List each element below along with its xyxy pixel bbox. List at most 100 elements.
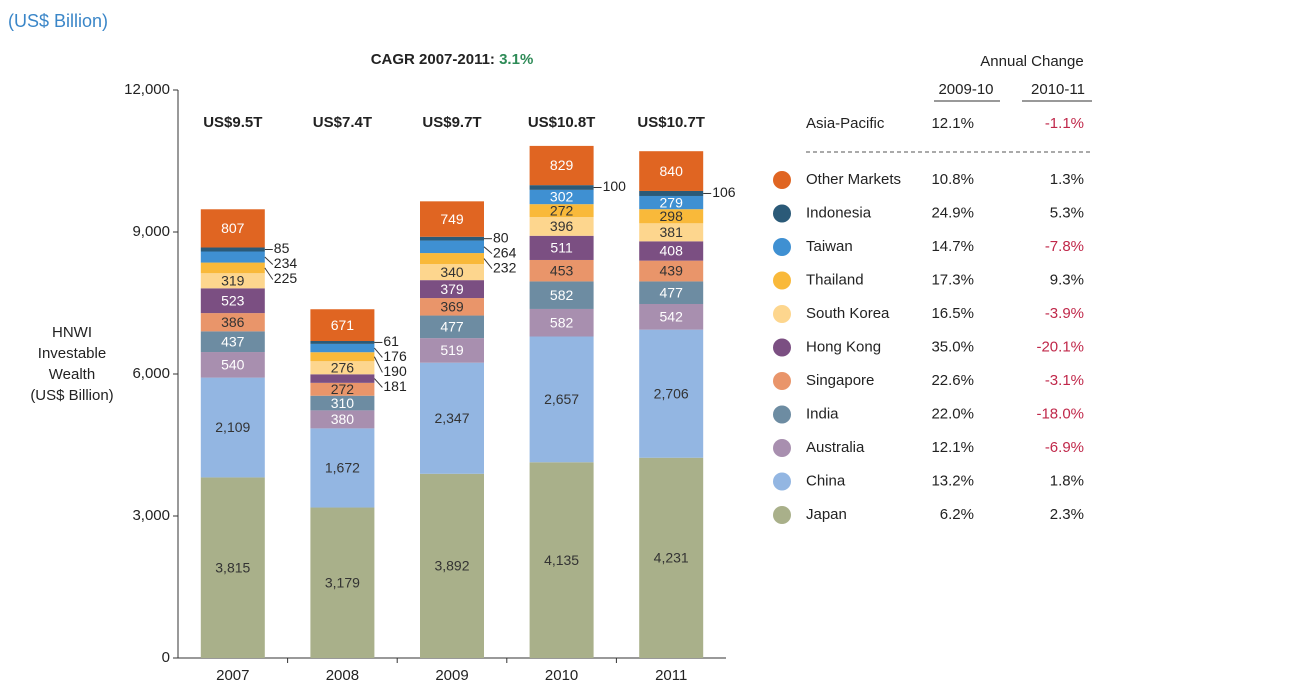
value-label: 234 bbox=[274, 255, 298, 271]
value-label: 477 bbox=[440, 319, 464, 335]
bar-segment bbox=[529, 259, 594, 282]
y-axis-label: Wealth bbox=[49, 366, 95, 383]
value-label: 477 bbox=[660, 284, 684, 300]
legend-marker bbox=[773, 271, 791, 290]
bar-segment bbox=[200, 273, 265, 289]
total-name: Asia-Pacific bbox=[806, 115, 885, 132]
legend-label: Hong Kong bbox=[806, 338, 881, 355]
value-label: 829 bbox=[550, 157, 574, 173]
legend-label: Other Markets bbox=[806, 171, 901, 188]
change-value: 1.3% bbox=[1050, 171, 1084, 188]
cagr-label: CAGR 2007-2011: bbox=[371, 51, 495, 68]
bar-segment bbox=[310, 410, 375, 429]
value-label: 840 bbox=[660, 163, 684, 179]
value-label: 807 bbox=[221, 220, 245, 236]
legend-marker bbox=[773, 171, 791, 189]
total-label: US$10.7T bbox=[637, 114, 705, 131]
bar-segment bbox=[420, 298, 484, 316]
bar-segment bbox=[529, 308, 594, 337]
bar-segment bbox=[420, 201, 484, 237]
bar-segment bbox=[420, 253, 484, 265]
change-value: 6.2% bbox=[940, 506, 974, 523]
value-label: 2,706 bbox=[654, 385, 689, 401]
value-label: 381 bbox=[660, 224, 684, 240]
bar-segment bbox=[639, 151, 704, 191]
x-tick-label: 2011 bbox=[655, 667, 687, 684]
bar-segment bbox=[529, 217, 594, 236]
x-tick-label: 2009 bbox=[435, 667, 468, 684]
value-label: 542 bbox=[660, 309, 684, 325]
leader-line bbox=[374, 378, 383, 388]
legend-marker bbox=[773, 439, 791, 457]
value-label: 176 bbox=[383, 348, 407, 364]
change-value: 24.9% bbox=[931, 204, 974, 221]
bar-segment bbox=[200, 331, 265, 353]
value-label: 85 bbox=[274, 240, 290, 256]
value-label: 3,179 bbox=[325, 574, 360, 590]
legend-marker bbox=[773, 405, 791, 424]
bar-segment bbox=[529, 204, 594, 218]
value-label: 523 bbox=[221, 292, 245, 308]
value-label: 3,892 bbox=[434, 558, 469, 574]
value-label: 340 bbox=[440, 264, 464, 280]
value-label: 2,347 bbox=[434, 410, 469, 426]
bar-segment bbox=[200, 313, 265, 332]
value-label: 1,672 bbox=[325, 460, 360, 476]
change-value: 2.3% bbox=[1050, 506, 1084, 523]
leader-line bbox=[373, 356, 383, 373]
value-label: 181 bbox=[383, 378, 407, 394]
leader-line bbox=[264, 256, 274, 265]
total-label: US$9.5T bbox=[203, 114, 262, 131]
change-value: -3.9% bbox=[1045, 305, 1084, 322]
value-label: 225 bbox=[274, 270, 298, 286]
change-value: 22.0% bbox=[931, 405, 974, 422]
cagr-value: 3.1% bbox=[499, 51, 533, 68]
leader-line bbox=[483, 258, 493, 269]
change-value: -3.1% bbox=[1045, 372, 1084, 389]
value-label: 386 bbox=[221, 314, 245, 330]
bar-segment bbox=[310, 374, 375, 383]
bar-segment bbox=[200, 209, 265, 248]
total-change: 12.1% bbox=[931, 115, 974, 132]
value-label: 276 bbox=[331, 359, 355, 375]
change-value: -7.8% bbox=[1045, 238, 1084, 255]
bar-segment bbox=[420, 473, 484, 658]
legend-label: Taiwan bbox=[806, 238, 853, 255]
bar-segment bbox=[639, 457, 704, 658]
column-header: 2010-11 bbox=[1031, 81, 1085, 98]
legend-marker bbox=[773, 338, 791, 357]
value-label: 61 bbox=[383, 333, 399, 349]
value-label: 232 bbox=[493, 259, 517, 275]
legend-label: India bbox=[806, 405, 839, 422]
total-label: US$7.4T bbox=[313, 114, 372, 131]
bar-segment bbox=[420, 240, 484, 254]
bar-segment bbox=[310, 352, 375, 362]
bar-segment bbox=[639, 209, 704, 224]
bar-segment bbox=[420, 338, 484, 363]
bar-segment bbox=[200, 247, 265, 252]
legend-marker bbox=[773, 506, 791, 524]
y-tick-label: 9,000 bbox=[132, 223, 170, 240]
legend-marker bbox=[773, 238, 791, 256]
value-label: 298 bbox=[660, 208, 684, 224]
bar-segment bbox=[639, 281, 704, 304]
bar-segment bbox=[310, 382, 375, 396]
value-label: 80 bbox=[493, 229, 509, 245]
value-label: 272 bbox=[550, 202, 574, 218]
bar-segment bbox=[200, 262, 265, 274]
value-label: 319 bbox=[221, 272, 245, 288]
legend-label: Singapore bbox=[806, 372, 874, 389]
value-label: 749 bbox=[440, 211, 464, 227]
value-label: 272 bbox=[331, 381, 355, 397]
total-change: -1.1% bbox=[1045, 115, 1084, 132]
bar-segment bbox=[529, 235, 594, 260]
value-label: 511 bbox=[550, 240, 573, 256]
bar-segment bbox=[420, 315, 484, 339]
value-label: 408 bbox=[660, 243, 684, 259]
change-value: 16.5% bbox=[931, 305, 974, 322]
change-value: 1.8% bbox=[1050, 472, 1084, 489]
value-label: 2,109 bbox=[215, 419, 250, 435]
y-tick-label: 0 bbox=[162, 649, 170, 666]
